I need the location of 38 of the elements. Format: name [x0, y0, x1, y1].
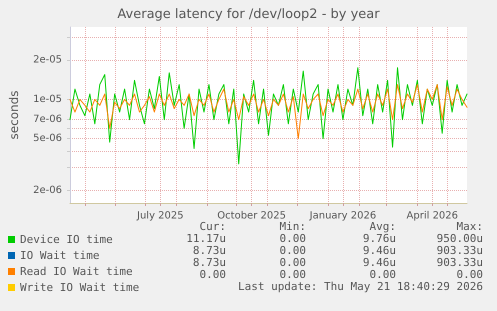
y-tick-label: 5e-06	[33, 133, 62, 144]
text: 9.46u	[362, 244, 396, 257]
text: 0.00	[280, 256, 306, 269]
chart-title: Average latency for /dev/loop2 - by year	[117, 7, 380, 22]
text: 0.00	[456, 268, 483, 281]
text: Avg:	[370, 220, 396, 233]
text: Min:	[280, 220, 306, 233]
legend-label: Write IO Wait time	[20, 281, 140, 294]
x-tick-label: January 2026	[308, 210, 376, 222]
text: 11.17u	[186, 232, 226, 245]
line-series	[70, 67, 468, 164]
text: Max:	[456, 220, 483, 233]
y-tick-label: 1e-05	[33, 94, 62, 105]
x-tick-label: April 2026	[406, 210, 458, 222]
x-tick-label: July 2025	[136, 210, 184, 222]
text: Cur:	[200, 220, 226, 233]
y-axis-title: seconds	[7, 90, 21, 140]
text: 8.73u	[192, 256, 226, 269]
legend-label: Read IO Wait time	[20, 265, 133, 278]
text: Last update: Thu May 21 18:40:29 2026	[238, 280, 483, 293]
text: 9.76u	[362, 232, 396, 245]
legend-label: IO Wait time	[20, 249, 100, 262]
text: 8.73u	[192, 244, 226, 257]
line-series	[70, 84, 468, 140]
text: 950.00u	[436, 232, 483, 245]
text: 0.00	[280, 232, 306, 245]
text: 903.33u	[436, 256, 483, 269]
text: 0.00	[200, 268, 226, 281]
y-tick-label: 2e-06	[33, 184, 62, 196]
y-tick-label: 2e-05	[33, 54, 62, 66]
y-tick-label: 7e-06	[33, 114, 62, 126]
text: 0.00	[280, 244, 306, 257]
legend-label: Device IO time	[20, 233, 113, 246]
text: 0.00	[370, 268, 396, 281]
x-tick-label: October 2025	[217, 210, 286, 222]
text: 9.46u	[362, 256, 396, 269]
text: 903.33u	[436, 244, 483, 257]
text: 0.00	[280, 268, 306, 281]
